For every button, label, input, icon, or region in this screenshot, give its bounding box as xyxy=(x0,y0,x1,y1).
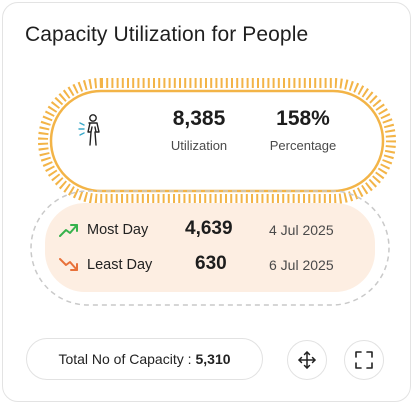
most-day-value: 4,639 xyxy=(185,218,233,239)
card-title: Capacity Utilization for People xyxy=(25,23,309,46)
percentage-value: 158% xyxy=(276,107,330,130)
expand-icon xyxy=(355,351,373,369)
percentage-label: Percentage xyxy=(269,138,337,153)
move-button[interactable] xyxy=(287,340,327,380)
expand-button[interactable] xyxy=(344,340,384,380)
total-capacity-label: Total No of Capacity : xyxy=(58,351,192,367)
total-capacity-badge: Total No of Capacity : 5,310 xyxy=(26,338,263,380)
utilization-value: 8,385 xyxy=(172,107,226,130)
utilization-ring-decoration xyxy=(38,78,396,204)
day-summary-panel: Most Day 4,639 4 Jul 2025 Least Day 630 … xyxy=(45,203,375,292)
trend-up-icon xyxy=(59,224,78,237)
day-summary: Most Day 4,639 4 Jul 2025 Least Day 630 … xyxy=(29,189,391,307)
person-icon xyxy=(78,114,100,146)
utilization-pill: 8,385 Utilization 158% Percentage xyxy=(37,77,397,205)
most-day-row: Most Day 4,639 4 Jul 2025 xyxy=(45,216,375,246)
day-summary-border xyxy=(30,190,390,306)
least-day-label: Least Day xyxy=(87,257,153,273)
move-icon xyxy=(298,351,316,369)
least-day-date: 6 Jul 2025 xyxy=(269,257,334,273)
capacity-utilization-card: Capacity Utilization for People 8,385 Ut… xyxy=(2,2,411,402)
most-day-label: Most Day xyxy=(87,222,149,238)
trend-down-icon xyxy=(59,258,78,271)
least-day-row: Least Day 630 6 Jul 2025 xyxy=(45,251,375,281)
utilization-label: Utilization xyxy=(170,138,228,153)
least-day-value: 630 xyxy=(195,253,227,274)
most-day-date: 4 Jul 2025 xyxy=(269,222,334,238)
total-capacity-value: 5,310 xyxy=(195,351,231,367)
